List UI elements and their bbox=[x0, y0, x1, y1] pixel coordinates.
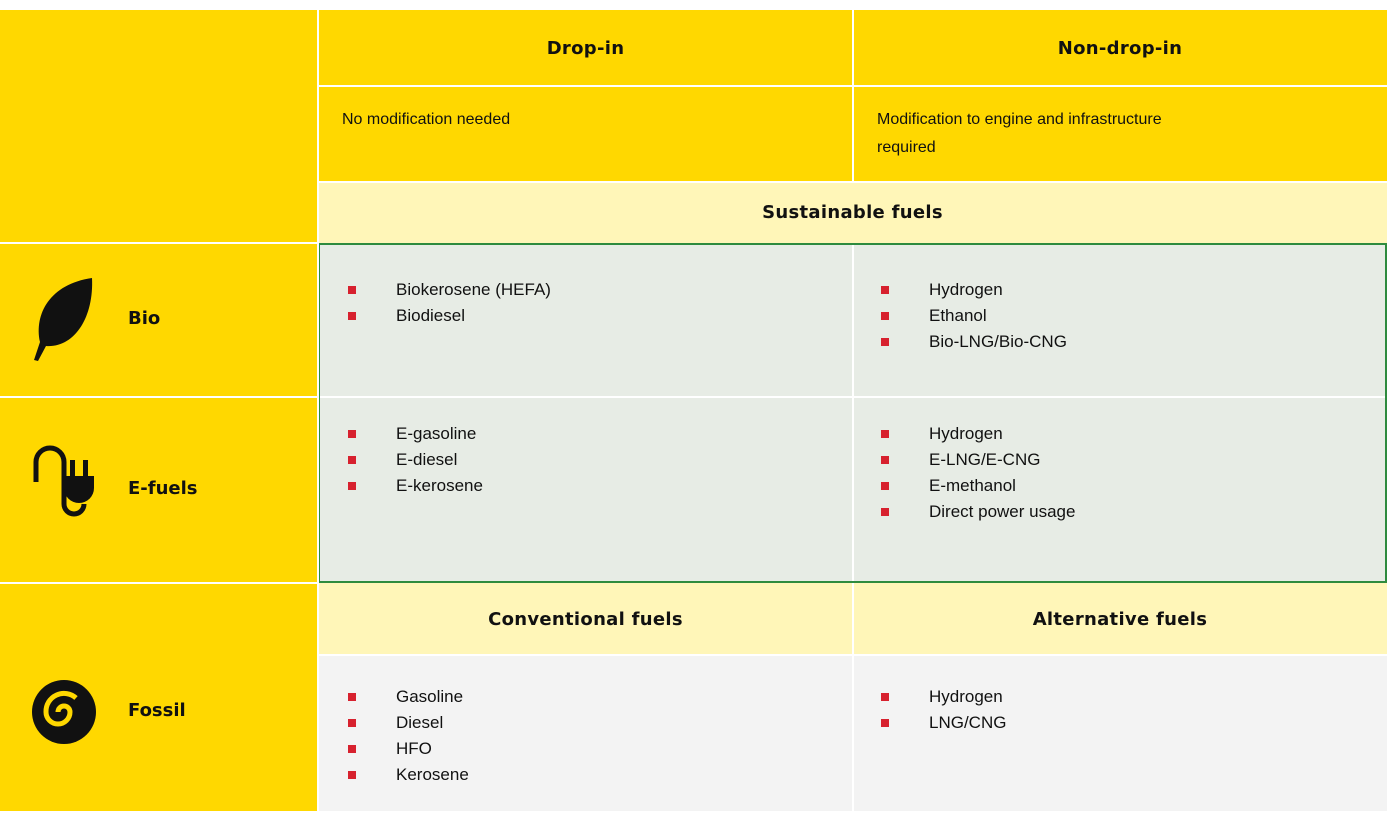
fuel-list: Hydrogen E-LNG/E-CNG E-methanol Direct powe… bbox=[881, 421, 1075, 525]
fuel-list: Hydrogen LNG/CNG bbox=[881, 684, 1006, 736]
column-description: No modification needed bbox=[318, 86, 853, 182]
fuel-item: Biokerosene (HEFA) bbox=[348, 277, 551, 303]
fuel-item: Kerosene bbox=[348, 762, 469, 788]
separator bbox=[0, 242, 318, 244]
fuel-list: Hydrogen Ethanol Bio-LNG/Bio-CNG bbox=[881, 277, 1067, 355]
fuel-item: LNG/CNG bbox=[881, 710, 1006, 736]
column-description: Modification to engine and infrastructur… bbox=[853, 86, 1387, 182]
fuel-item: Bio-LNG/Bio-CNG bbox=[881, 329, 1067, 355]
fuel-list: E-gasoline E-diesel E-kerosene bbox=[348, 421, 483, 499]
row-label: Bio bbox=[128, 308, 161, 329]
fuel-item: Gasoline bbox=[348, 684, 469, 710]
column-header: Non-drop-in bbox=[853, 10, 1387, 86]
left-column bbox=[0, 10, 318, 811]
separator bbox=[0, 396, 318, 398]
section-header: Alternative fuels bbox=[853, 583, 1387, 655]
leaf-icon bbox=[34, 278, 93, 361]
row-label: Fossil bbox=[128, 700, 186, 721]
separator bbox=[318, 85, 1387, 87]
row-label: E-fuels bbox=[128, 478, 198, 499]
section-header: Sustainable fuels bbox=[318, 182, 1387, 243]
fuel-item: Biodiesel bbox=[348, 303, 551, 329]
separator bbox=[318, 654, 1387, 656]
fuel-item: Diesel bbox=[348, 710, 469, 736]
fuel-item: E-kerosene bbox=[348, 473, 483, 499]
fuel-item: HFO bbox=[348, 736, 469, 762]
separator bbox=[0, 582, 318, 584]
separator bbox=[320, 396, 1385, 398]
separator bbox=[852, 245, 854, 581]
fuel-item: Direct power usage bbox=[881, 499, 1075, 525]
fuel-item: E-methanol bbox=[881, 473, 1075, 499]
fuel-list: Gasoline Diesel HFO Kerosene bbox=[348, 684, 469, 788]
fuel-item: E-diesel bbox=[348, 447, 483, 473]
fuel-item: Ethanol bbox=[881, 303, 1067, 329]
separator bbox=[852, 583, 854, 811]
fuel-item: Hydrogen bbox=[881, 277, 1067, 303]
spiral-icon bbox=[32, 680, 96, 744]
separator bbox=[318, 181, 1387, 183]
separator bbox=[852, 10, 854, 182]
separator bbox=[317, 10, 319, 811]
plug-icon bbox=[33, 445, 94, 517]
column-header: Drop-in bbox=[318, 10, 853, 86]
fuel-list: Biokerosene (HEFA) Biodiesel bbox=[348, 277, 551, 329]
fuel-item: E-LNG/E-CNG bbox=[881, 447, 1075, 473]
fuel-item: Hydrogen bbox=[881, 421, 1075, 447]
fuel-item: E-gasoline bbox=[348, 421, 483, 447]
section-header: Conventional fuels bbox=[318, 583, 853, 655]
fuel-item: Hydrogen bbox=[881, 684, 1006, 710]
